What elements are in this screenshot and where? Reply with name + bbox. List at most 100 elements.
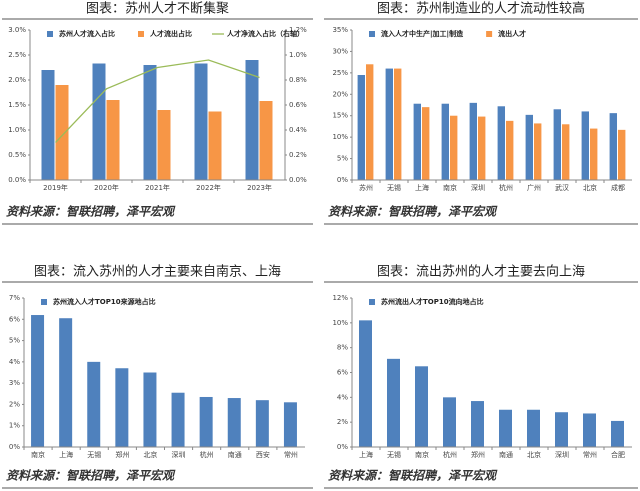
source: 资料来源：智联招聘，泽平宏观 (6, 469, 176, 483)
y2-tick-label: 1.0% (289, 51, 307, 59)
y-tick-label: 25% (332, 69, 348, 77)
y-tick-label: 5% (337, 155, 348, 163)
y-tick-label: 4% (9, 358, 20, 366)
chart-title: 图表：苏州制造业的人才流动性较高 (377, 1, 585, 17)
bar (562, 124, 570, 180)
x-tick-label: 苏州 (359, 183, 373, 192)
bar (499, 409, 512, 447)
x-tick-label: 郑州 (115, 451, 129, 459)
bar (555, 412, 568, 447)
y-tick-label: 7% (9, 294, 20, 302)
y-tick-label: 1% (9, 422, 20, 430)
bar (387, 358, 400, 447)
bar (92, 63, 106, 180)
bar (208, 111, 222, 180)
x-tick-label: 无锡 (387, 450, 401, 459)
y-tick-label: 2.0% (8, 76, 26, 84)
legend-swatch (486, 31, 493, 37)
x-tick-label: 2023年 (247, 183, 272, 192)
bar (553, 109, 561, 180)
x-tick-label: 常州 (284, 450, 298, 459)
y2-tick-label: 0.2% (289, 151, 307, 159)
x-tick-label: 无锡 (87, 450, 101, 459)
bar (31, 315, 45, 447)
y-tick-label: 4% (337, 393, 348, 401)
bar (415, 366, 428, 447)
bar (157, 110, 171, 180)
x-tick-label: 上海 (359, 450, 373, 459)
y-tick-label: 8% (337, 344, 348, 352)
bar (143, 65, 157, 180)
bar (506, 120, 514, 180)
bar (413, 103, 421, 180)
x-tick-label: 2022年 (196, 183, 221, 192)
bar (199, 396, 213, 447)
legend-label: 流入人才中生产|加工|制造 (381, 29, 464, 39)
y-tick-label: 2% (337, 418, 348, 426)
y2-tick-label: 0.4% (289, 126, 307, 134)
bar (259, 101, 273, 180)
bar (394, 68, 402, 180)
x-tick-label: 西安 (256, 450, 270, 459)
bar (450, 115, 458, 180)
x-tick-label: 常州 (583, 450, 597, 459)
bar (590, 128, 598, 180)
source: 资料来源：智联招聘，泽平宏观 (6, 205, 176, 219)
y-tick-label: 20% (332, 90, 348, 98)
bar (245, 60, 259, 180)
x-tick-label: 2020年 (94, 183, 119, 192)
y-tick-label: 10% (332, 319, 348, 327)
bar (527, 409, 540, 447)
x-tick-label: 2021年 (145, 183, 170, 192)
x-tick-label: 南京 (415, 450, 429, 459)
legend-label: 苏州人才流入占比 (59, 29, 115, 38)
x-tick-label: 武汉 (555, 183, 569, 192)
x-tick-label: 上海 (59, 450, 73, 459)
bar (497, 106, 505, 180)
legend-swatch (138, 31, 144, 37)
bar (471, 401, 484, 447)
bar (115, 368, 129, 447)
x-tick-label: 杭州 (200, 450, 214, 459)
x-tick-label: 北京 (143, 450, 157, 459)
legend-swatch (369, 31, 375, 37)
legend-label: 人才流出占比 (150, 29, 192, 38)
bar (171, 392, 185, 447)
bar (283, 402, 297, 447)
source: 资料来源：智联招聘，泽平宏观 (328, 205, 498, 219)
legend-label: 人才净流入占比（右轴） (227, 29, 304, 38)
x-tick-label: 深圳 (471, 183, 485, 192)
y-tick-label: 2.5% (8, 51, 26, 59)
bar (55, 85, 69, 180)
bar (359, 320, 372, 447)
bar (443, 397, 456, 447)
y-tick-label: 5% (9, 337, 20, 345)
y-tick-label: 6% (9, 315, 20, 323)
chart-title: 图表：流出苏州的人才主要去向上海 (377, 264, 585, 280)
y-tick-label: 6% (337, 369, 348, 377)
y-tick-label: 0% (9, 443, 20, 451)
x-tick-label: 南通 (499, 450, 513, 459)
chart-title: 图表：苏州人才不断集聚 (86, 1, 229, 17)
legend-label: 苏州流入人才TOP10来源地占比 (53, 297, 156, 306)
x-tick-label: 杭州 (443, 450, 457, 459)
source: 资料来源：智联招聘，泽平宏观 (328, 469, 498, 483)
bar (41, 70, 55, 180)
bar (59, 318, 73, 447)
bar (357, 75, 365, 180)
bar (106, 100, 120, 180)
bar (366, 64, 374, 180)
y-tick-label: 0.5% (8, 151, 26, 159)
bar (469, 102, 477, 180)
y-tick-label: 0% (337, 176, 348, 184)
x-tick-label: 成都 (611, 183, 625, 192)
x-tick-label: 合肥 (611, 450, 625, 459)
bar (581, 111, 589, 180)
bar (525, 114, 533, 180)
bar (385, 68, 393, 180)
bar (611, 420, 624, 447)
y2-tick-label: 0.0% (289, 176, 307, 184)
y-tick-label: 1.0% (8, 126, 26, 134)
x-tick-label: 广州 (527, 183, 541, 192)
y-tick-label: 0.0% (8, 176, 26, 184)
